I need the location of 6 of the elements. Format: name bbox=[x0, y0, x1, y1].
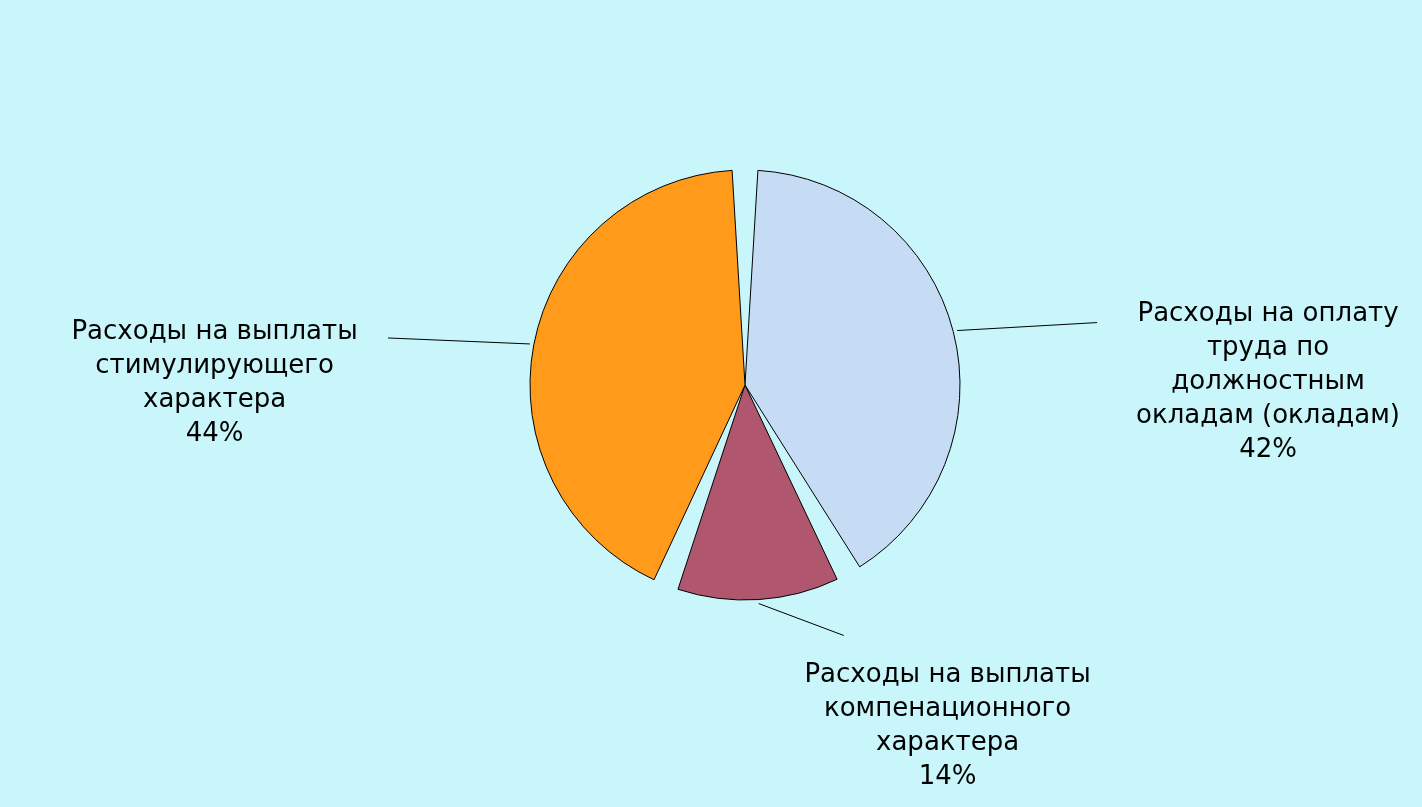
slice-label: Расходы на выплаты стимулирующего характера bbox=[71, 314, 358, 413]
slice-label: Расходы на оплату труда по должностным окладам (окладам) bbox=[1136, 296, 1400, 429]
slice-label: Расходы на выплаты компенационного характера bbox=[804, 658, 1091, 757]
data-label: 14% bbox=[918, 760, 977, 791]
data-label: 42% bbox=[1239, 432, 1297, 463]
data-label: 44% bbox=[185, 416, 244, 447]
